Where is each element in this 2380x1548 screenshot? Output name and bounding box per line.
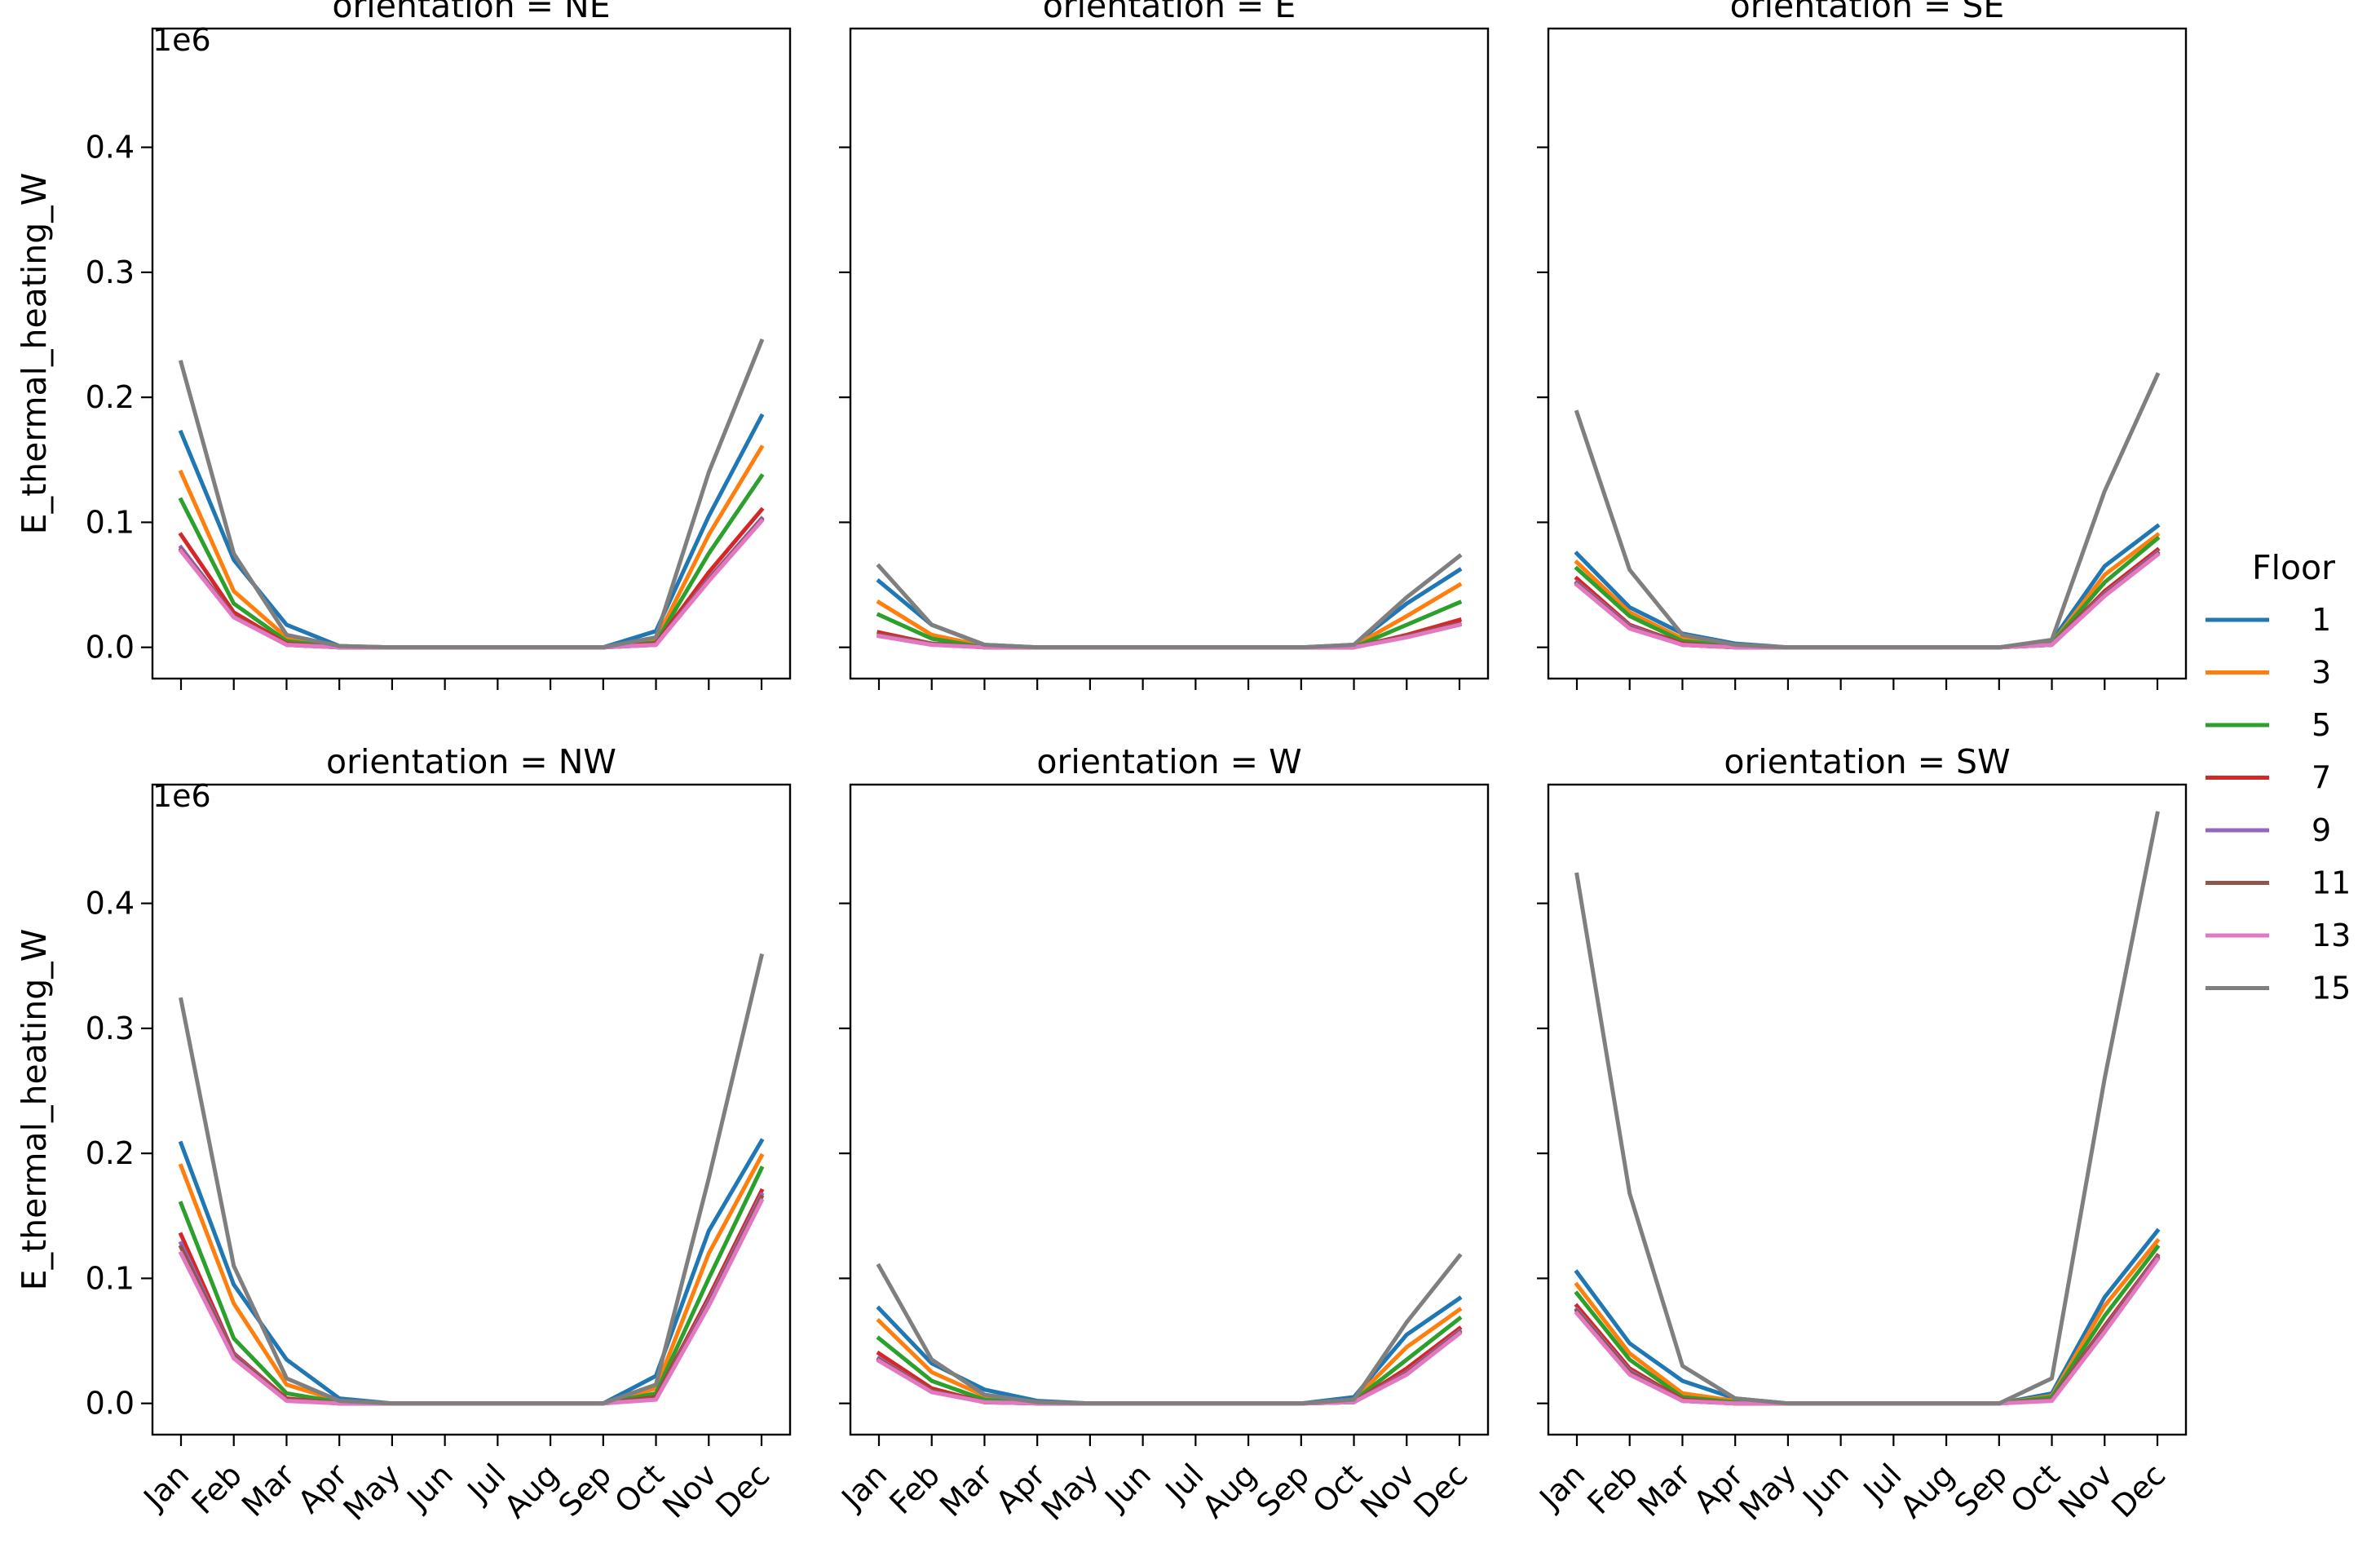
panel-title: orientation = SW — [1724, 742, 2010, 781]
series-line-floor-15 — [1574, 811, 2160, 1406]
panel-frame — [151, 783, 792, 1436]
y-tick-label: 0.0 — [86, 1386, 135, 1422]
y-tick-label: 0.4 — [86, 130, 135, 166]
legend-label-floor-13: 13 — [2312, 918, 2351, 953]
panel-2: orientation = E — [839, 0, 1490, 690]
series-line-floor-15 — [876, 553, 1463, 650]
y-tick-label: 0.3 — [86, 254, 135, 290]
series-line-floor-15 — [1574, 372, 2161, 650]
panel-title: orientation = E — [1043, 0, 1296, 25]
panel-title: orientation = NW — [326, 742, 616, 781]
panel-title: orientation = W — [1036, 742, 1301, 781]
panel-frame — [151, 27, 792, 680]
legend-label-floor-7: 7 — [2312, 760, 2331, 796]
panel-frame — [849, 27, 1490, 680]
y-axis-label: E_thermal_heating_W — [15, 929, 54, 1291]
y-tick-label: 0.0 — [86, 630, 135, 666]
legend-title: Floor — [2252, 548, 2335, 587]
y-offset-text: 1e6 — [152, 778, 211, 814]
y-tick-label: 0.2 — [86, 1135, 135, 1171]
legend-label-floor-3: 3 — [2312, 655, 2331, 691]
legend-label-floor-1: 1 — [2312, 602, 2331, 638]
legend-label-floor-11: 11 — [2312, 865, 2351, 901]
panel-frame — [849, 783, 1490, 1436]
legend-label-floor-15: 15 — [2312, 971, 2351, 1006]
y-tick-label: 0.3 — [86, 1011, 135, 1046]
panel-3: orientation = SE — [1537, 0, 2188, 690]
y-tick-label: 0.1 — [86, 1260, 135, 1296]
panel-title: orientation = SE — [1730, 0, 2005, 25]
y-tick-label: 0.4 — [86, 886, 135, 922]
series-line-floor-15 — [876, 1253, 1463, 1406]
panel-frame — [1547, 783, 2188, 1436]
y-offset-text: 1e6 — [152, 22, 211, 58]
series-line-floor-15 — [178, 338, 765, 650]
legend-label-floor-9: 9 — [2312, 812, 2331, 848]
y-tick-label: 0.2 — [86, 379, 135, 415]
panel-frame — [1547, 27, 2188, 680]
y-axis-label: E_thermal_heating_W — [15, 173, 54, 535]
panel-title: orientation = NE — [332, 0, 610, 25]
legend-label-floor-5: 5 — [2312, 707, 2331, 743]
panel-1: orientation = NE 0.0 0.1 0.2 0.3 0.4 1e6 E_ther… — [15, 0, 792, 690]
series-line-floor-15 — [179, 953, 765, 1406]
y-tick-label: 0.1 — [86, 504, 135, 540]
